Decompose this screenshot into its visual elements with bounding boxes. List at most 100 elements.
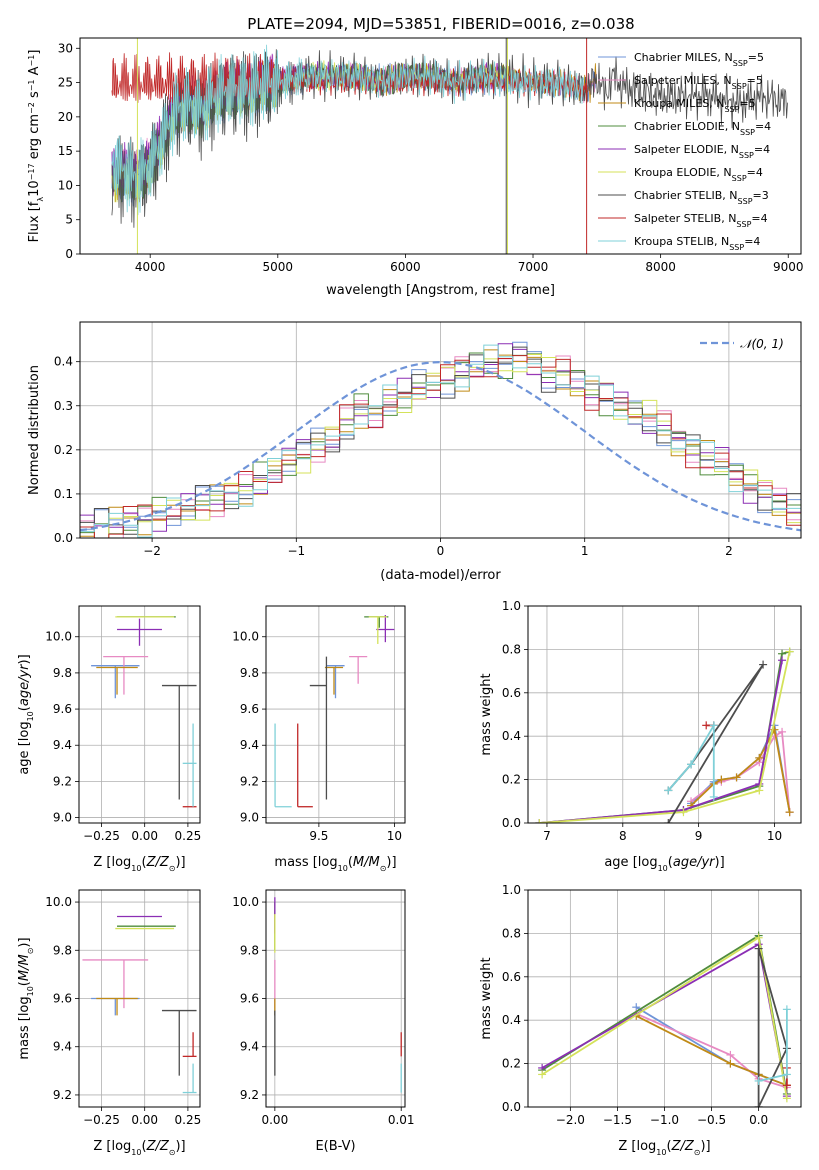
- y-axis-label: mass weight: [479, 957, 494, 1039]
- plot-area: [538, 931, 791, 1107]
- errorbar-point: [324, 666, 344, 695]
- x-tick-label: 4000: [135, 260, 166, 274]
- y-tick-label: 9.4: [53, 1040, 72, 1054]
- y-tick-label: 0.4: [54, 355, 73, 369]
- x-tick-label: −0.25: [83, 829, 120, 843]
- x-tick-label: −2: [143, 544, 161, 558]
- errorbar-point: [161, 1009, 197, 1076]
- errorbar-point: [182, 1032, 197, 1058]
- legend-label: Kroupa STELIB, NSSP=4: [634, 235, 760, 252]
- spectrum-line-kroupa-stelib: [111, 44, 585, 216]
- errorbar-point: [309, 656, 328, 800]
- y-tick-label: 10.0: [45, 630, 72, 644]
- errorbar-point: [297, 723, 313, 808]
- x-tick-label: 0.0: [749, 1113, 768, 1127]
- errorbar-point: [326, 665, 345, 699]
- y-tick-label: 10.0: [232, 630, 259, 644]
- panel-age_vs_mass: 9.5 10 9.0 9.2 9.4 9.6 9.8 10.0 mass [log10(M/M⊙…: [232, 605, 406, 873]
- x-tick-label: −1.0: [650, 1113, 679, 1127]
- y-tick-label: 9.6: [240, 992, 259, 1006]
- axes-overlay: 9.5 10 9.0 9.2 9.4 9.6 9.8 10.0 mass [log10(M/M⊙…: [232, 605, 406, 873]
- y-tick-label: 0.6: [502, 686, 521, 700]
- y-tick-label: 9.2: [240, 1088, 259, 1102]
- y-tick-label: 9.6: [53, 702, 72, 716]
- x-tick-label: 9: [695, 829, 703, 843]
- y-tick-label: 0: [65, 247, 73, 261]
- errorbar-point: [368, 616, 387, 644]
- axes-overlay: 7 8 9 10 0.0 0.2 0.4 0.6 0.8 1.0 age [log10(age/yr…: [479, 599, 802, 873]
- x-tick-label: 9000: [773, 260, 804, 274]
- axes-frame: [265, 605, 406, 824]
- axes-overlay: 4000 5000 6000 7000 8000 9000 0 5 10 15 20 25 30 wave…: [27, 37, 804, 298]
- y-tick-label: 0.0: [502, 1100, 521, 1114]
- axes-frame: [527, 605, 802, 824]
- y-tick-label: 25: [58, 76, 73, 90]
- x-tick-label: 10: [387, 829, 402, 843]
- legend-label: Salpeter MILES, NSSP=5: [634, 74, 763, 91]
- y-tick-label: 9.0: [53, 811, 72, 825]
- legend-label: Chabrier STELIB, NSSP=3: [634, 189, 769, 206]
- x-tick-label: 0.00: [131, 829, 158, 843]
- x-axis-label: mass [log10(M/M⊙)]: [274, 855, 396, 873]
- panel-mass_vs_Z: −0.25 0.00 0.25 9.2 9.4 9.6 9.8 10.0 Z [log10(Z/…: [17, 889, 201, 1157]
- legend-label: Chabrier ELODIE, NSSP=4: [634, 120, 771, 137]
- legend-label: Kroupa MILES, NSSP=5: [634, 97, 756, 114]
- x-tick-label: −0.25: [83, 1113, 120, 1127]
- x-axis-label: Z [log10(Z/Z⊙)]: [93, 855, 185, 873]
- y-tick-label: 10: [58, 178, 73, 192]
- y-tick-label: 0.2: [502, 1057, 521, 1071]
- hist-step-kroupa-stelib: [80, 344, 801, 538]
- legend-label: Salpeter STELIB, NSSP=4: [634, 212, 768, 229]
- axes-frame: [79, 37, 802, 255]
- errorbar-point: [82, 959, 149, 1009]
- legend-label: 𝒩(0, 1): [740, 337, 784, 351]
- x-tick-label: 9.5: [309, 829, 328, 843]
- x-axis-label: (data-model)/error: [380, 568, 501, 583]
- plot-area: [274, 897, 402, 1093]
- weight-line-kroupa-elodie: [539, 651, 791, 823]
- y-tick-label: 0.1: [54, 487, 73, 501]
- axes-overlay: −0.25 0.00 0.25 9.0 9.2 9.4 9.6 9.8 10.0 Z [log10…: [17, 605, 202, 873]
- errorbar-point: [117, 618, 162, 646]
- y-tick-label: 15: [58, 144, 73, 158]
- chart-panels: 4000 5000 6000 7000 8000 9000051015202530wave…: [17, 37, 804, 1157]
- plot-area: [535, 647, 794, 823]
- y-tick-label: 0.6: [502, 970, 521, 984]
- residual-legend: 𝒩(0, 1): [700, 337, 784, 351]
- y-tick-label: 0.4: [502, 1013, 521, 1027]
- plot-area: [111, 38, 788, 254]
- y-tick-label: 0.8: [502, 642, 521, 656]
- plot-area: [274, 615, 395, 808]
- axes-overlay: −2 −1 0 1 2 0.0 0.1 0.2 0.3 0.4 𝒩(0, 1) (data-model…: [27, 321, 802, 583]
- figure-title: PLATE=2094, MJD=53851, FIBERID=0016, z=0…: [247, 15, 634, 33]
- y-tick-label: 30: [58, 41, 73, 55]
- x-tick-label: 0.25: [175, 829, 202, 843]
- panel-weight_vs_age: 7 8 9 10 0.0 0.2 0.4 0.6 0.8 1.0 age [log10(age/yr…: [479, 599, 802, 873]
- x-tick-label: 5000: [263, 260, 294, 274]
- y-tick-label: 9.8: [240, 943, 259, 957]
- y-tick-label: 5: [65, 213, 73, 227]
- x-tick-label: 0: [437, 544, 445, 558]
- y-tick-label: 0.3: [54, 399, 73, 413]
- spectrum-line-salpeter-stelib: [111, 52, 587, 104]
- hist-step-chabrier-stelib: [80, 346, 801, 535]
- y-axis-label: age [log10(age/yr)]: [17, 654, 35, 774]
- x-tick-label: −2.0: [556, 1113, 585, 1127]
- x-axis-label: Z [log10(Z/Z⊙)]: [93, 1139, 185, 1157]
- panel-age_vs_Z: −0.25 0.00 0.25 9.0 9.2 9.4 9.6 9.8 10.0 Z [log10…: [17, 605, 202, 873]
- y-tick-label: 0.8: [502, 926, 521, 940]
- y-tick-label: 1.0: [502, 599, 521, 613]
- x-tick-label: 0.01: [388, 1113, 415, 1127]
- spectrum-legend: Chabrier MILES, NSSP=5 Salpeter MILES, NS…: [598, 51, 771, 252]
- weight-line-kroupa-miles: [635, 1015, 788, 1087]
- plot-area: [80, 341, 801, 538]
- axes-overlay: −0.25 0.00 0.25 9.2 9.4 9.6 9.8 10.0 Z [log10(Z/…: [17, 889, 201, 1157]
- y-tick-label: 1.0: [502, 883, 521, 897]
- y-tick-label: 9.2: [240, 774, 259, 788]
- errorbar-point: [182, 723, 197, 807]
- x-axis-label: age [log10(age/yr)]: [604, 855, 724, 873]
- y-tick-label: 9.2: [53, 1088, 72, 1102]
- y-axis-label: mass [log10(M/M⊙)]: [17, 937, 35, 1059]
- weight-line-kroupa-stelib: [667, 722, 715, 797]
